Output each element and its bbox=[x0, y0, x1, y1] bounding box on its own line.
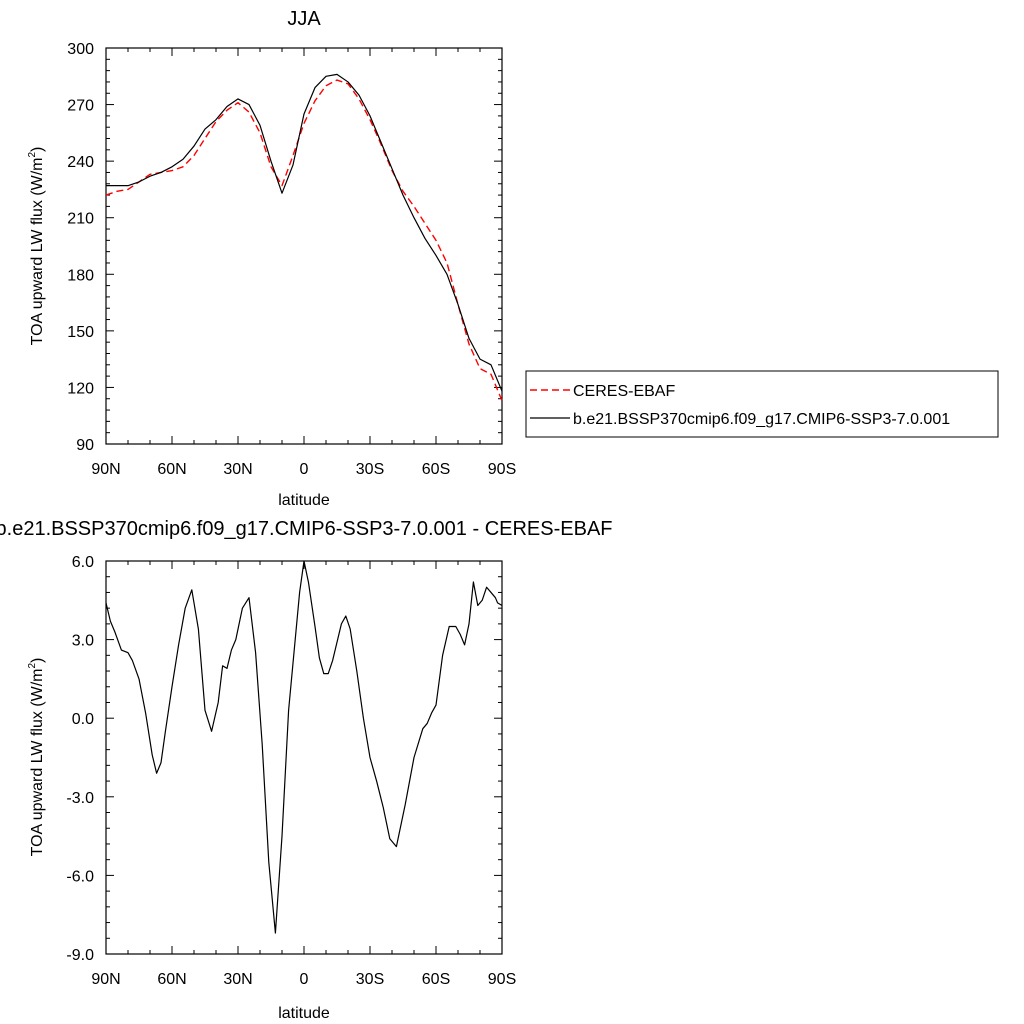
svg-text:TOA upward LW flux (W/m2): TOA upward LW flux (W/m2) bbox=[27, 658, 46, 857]
upper-x-tick-label: 30S bbox=[356, 461, 384, 478]
legend-box bbox=[525, 370, 999, 438]
legend: CERES-EBAF b.e21.BSSP370cmip6.f09_g17.CM… bbox=[525, 370, 999, 438]
svg-text:TOA upward LW flux (W/m2): TOA upward LW flux (W/m2) bbox=[27, 147, 46, 346]
upper-y-tick-label: 150 bbox=[67, 324, 94, 341]
upper-x-tick-label: 90N bbox=[91, 461, 120, 478]
upper-x-tick-label: 30N bbox=[223, 461, 252, 478]
lower-y-tick-label: -6.0 bbox=[66, 868, 94, 885]
lower-chart-title: b.e21.BSSP370cmip6.f09_g17.CMIP6-SSP3-7.… bbox=[0, 518, 612, 540]
legend-label-ceres: CERES-EBAF bbox=[573, 383, 675, 400]
upper-axis-ticks: 90N 60N 30N 0 30S 60S 90S 90 120 150 180 210 240 270 3… bbox=[67, 41, 516, 478]
upper-series bbox=[105, 73, 503, 401]
upper-panel: JJA TOA upward LW flux (W/m2) latitude 9… bbox=[27, 8, 999, 509]
lower-axis-ticks: 90N 60N 30N 0 30S 60S 90S -9.0 -6.0 -3.0 0.0 3.0 6.0 bbox=[66, 554, 516, 988]
lower-y-axis-label-sup: 2 bbox=[27, 663, 38, 669]
upper-x-tick-label: 90S bbox=[488, 461, 516, 478]
lower-y-tick-label: 0.0 bbox=[72, 711, 94, 728]
lower-y-tick-label: 3.0 bbox=[72, 633, 94, 650]
lower-y-axis-label-text: TOA upward LW flux (W/m bbox=[29, 669, 46, 857]
upper-y-tick-label: 240 bbox=[67, 154, 94, 171]
upper-y-axis-label-text: TOA upward LW flux (W/m bbox=[29, 158, 46, 346]
upper-y-tick-label: 300 bbox=[67, 41, 94, 58]
lower-x-tick-label: 90N bbox=[91, 971, 120, 988]
lower-y-tick-label: -9.0 bbox=[66, 947, 94, 964]
lower-panel: b.e21.BSSP370cmip6.f09_g17.CMIP6-SSP3-7.… bbox=[0, 518, 612, 1022]
upper-y-axis-label-sup: 2 bbox=[27, 152, 38, 158]
upper-y-tick-label: 180 bbox=[67, 267, 94, 284]
lower-x-tick-label: 30N bbox=[223, 971, 252, 988]
upper-y-tick-label: 270 bbox=[67, 98, 94, 115]
lower-x-axis-label: latitude bbox=[278, 1005, 330, 1022]
upper-x-tick-label: 0 bbox=[300, 461, 309, 478]
upper-series-line-1 bbox=[106, 73, 503, 392]
upper-y-tick-label: 90 bbox=[76, 437, 94, 454]
upper-plot-frame bbox=[105, 47, 503, 445]
lower-x-tick-label: 60N bbox=[157, 971, 186, 988]
lower-y-axis-label: TOA upward LW flux (W/m2) bbox=[27, 658, 46, 857]
upper-x-axis-label: latitude bbox=[278, 492, 330, 509]
upper-y-tick-label: 120 bbox=[67, 380, 94, 397]
upper-y-tick-label: 210 bbox=[67, 211, 94, 228]
upper-chart-title: JJA bbox=[287, 8, 321, 30]
upper-y-axis-label: TOA upward LW flux (W/m2) bbox=[27, 147, 46, 346]
upper-x-tick-label: 60S bbox=[422, 461, 450, 478]
legend-label-model: b.e21.BSSP370cmip6.f09_g17.CMIP6-SSP3-7.… bbox=[573, 411, 950, 428]
lower-x-tick-label: 90S bbox=[488, 971, 516, 988]
lower-x-tick-label: 30S bbox=[356, 971, 384, 988]
lower-y-tick-label: 6.0 bbox=[72, 554, 94, 571]
lower-x-tick-label: 60S bbox=[422, 971, 450, 988]
lower-series-line-0 bbox=[105, 560, 503, 934]
upper-series-line-0 bbox=[105, 79, 503, 401]
lower-series bbox=[105, 560, 503, 934]
upper-x-tick-label: 60N bbox=[157, 461, 186, 478]
lower-x-tick-label: 0 bbox=[300, 971, 309, 988]
lower-y-axis-label-tail: ) bbox=[29, 658, 46, 663]
lower-plot-frame bbox=[105, 560, 503, 955]
upper-y-axis-label-tail: ) bbox=[29, 147, 46, 152]
lower-y-tick-label: -3.0 bbox=[66, 790, 94, 807]
